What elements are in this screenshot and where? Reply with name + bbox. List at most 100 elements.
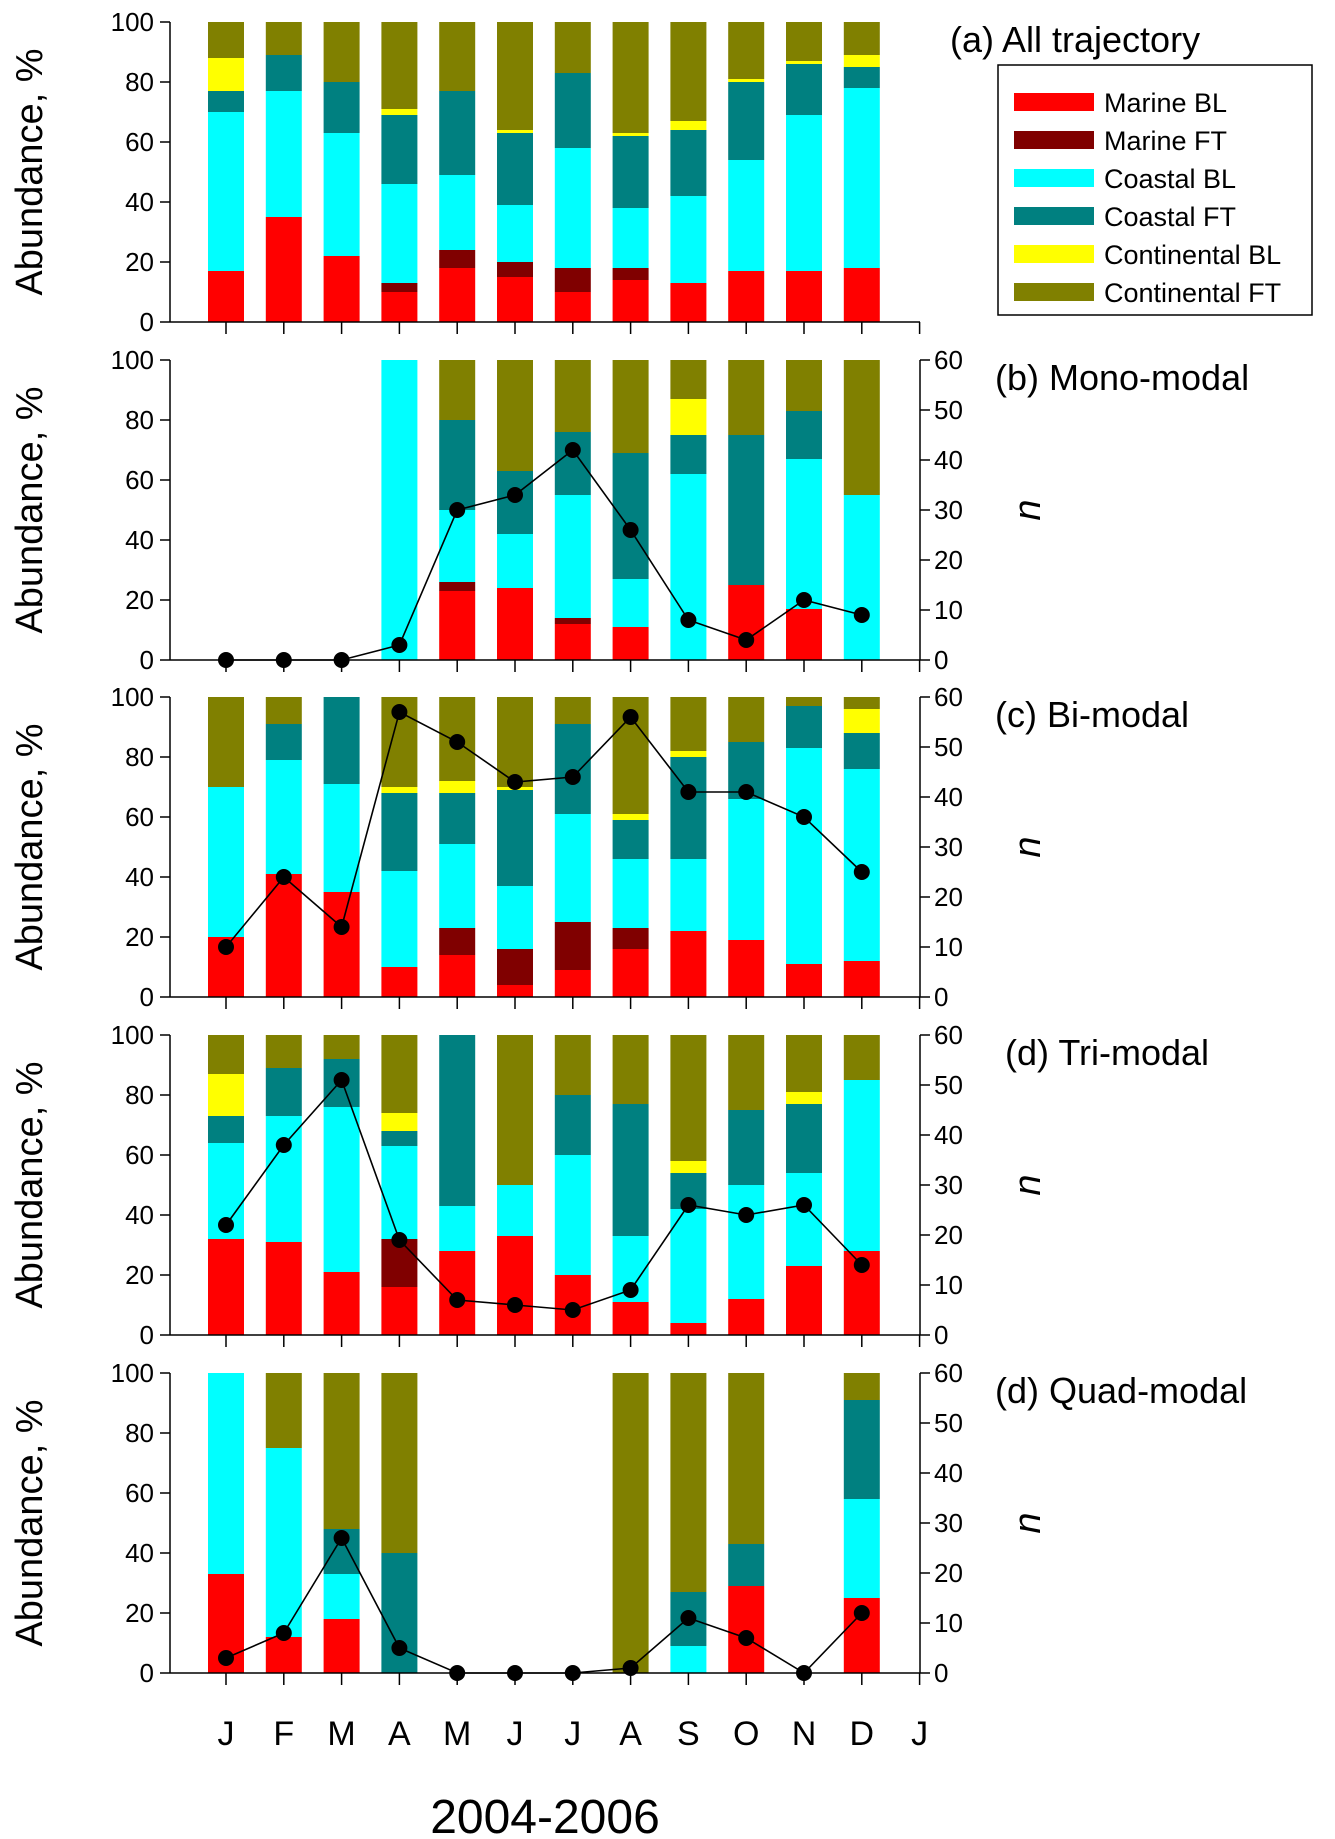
bar-continental-ft-2 [323,1035,360,1059]
y-axis-label: Abundance, % [9,1061,51,1308]
bar-coastal-ft-0 [208,91,244,112]
y-axis-label: Abundance, % [9,48,51,295]
bar-coastal-bl-10 [786,748,822,964]
n-marker-9 [738,1207,755,1223]
bar-coastal-bl-10 [786,115,822,271]
x-tick-label-11: D [850,1715,875,1753]
bar-continental-ft-6 [554,22,591,73]
bar-coastal-ft-1 [265,1068,302,1116]
bar-coastal-bl-8 [670,474,707,660]
n-line [225,710,863,948]
bar-coastal-ft-4 [439,1035,476,1206]
y2-axis-label: n [1007,1512,1049,1533]
bar-continental-ft-3 [381,1373,418,1553]
bar-continental-ft-7 [612,1035,649,1104]
bar-continental-bl-4 [439,781,476,793]
bar-marine-bl-3 [381,292,418,322]
bar-coastal-bl-11 [843,88,880,268]
n-marker-5 [507,1665,523,1681]
x-tick-label-7: A [619,1715,642,1753]
bar-marine-bl-7 [612,1302,649,1335]
bar-continental-ft-10 [786,1035,822,1092]
bar-continental-ft-5 [497,22,533,130]
n-marker-1 [275,1137,292,1153]
y-tick-label: 60 [125,802,154,832]
y-axis-label: Abundance, % [9,386,51,633]
bar-coastal-ft-7 [612,453,649,579]
panel-3: 0 20 40 60 80 100 Abundance, % 0 10 20 30 40 50 60 n (d… [9,1020,1209,1350]
legend-swatch-continental-ft [1014,283,1094,301]
y-tick-label: 80 [125,1080,154,1110]
bar-continental-ft-7 [612,1373,649,1673]
y-tick-label: 80 [125,405,154,435]
y-tick-label: 0 [140,1320,154,1350]
bar-coastal-ft-11 [843,733,880,769]
bar-continental-ft-11 [843,697,880,709]
n-line [226,448,863,661]
bar-coastal-bl-10 [786,459,822,609]
bar-marine-ft-6 [554,268,591,292]
bar-continental-bl-8 [670,751,707,757]
bar-coastal-bl-4 [439,175,476,250]
y2-tick-label: 30 [934,1508,963,1538]
bar-coastal-bl-3 [381,360,418,660]
bar-coastal-bl-1 [265,1116,302,1242]
bar-coastal-ft-10 [786,64,822,115]
bar-coastal-bl-6 [554,148,591,268]
y2-tick-label: 40 [934,1120,963,1150]
y-tick-label: 40 [125,1200,154,1230]
bar-coastal-ft-11 [843,67,880,88]
bar-marine-bl-2 [323,1272,360,1335]
bar-coastal-ft-4 [439,793,476,844]
panel-title: (c) Bi-modal [995,694,1189,735]
y-tick-label: 0 [140,645,154,675]
bar-continental-bl-11 [843,55,880,67]
n-marker-8 [680,1197,697,1213]
bar-coastal-ft-6 [554,1095,591,1155]
y2-tick-label: 50 [934,395,963,425]
bar-marine-bl-1 [265,874,302,997]
bar-continental-bl-10 [786,61,822,64]
bar-coastal-ft-8 [670,757,707,859]
bar-marine-bl-2 [323,1619,360,1673]
n-marker-11 [853,1257,870,1273]
bar-continental-ft-11 [843,1035,880,1080]
n-marker-10 [796,1665,812,1681]
y-axis-label: Abundance, % [9,723,51,970]
bar-continental-ft-8 [670,1035,707,1161]
panel-title: (b) Mono-modal [995,357,1249,398]
bar-marine-ft-4 [439,250,476,268]
bar-continental-bl-9 [728,79,765,82]
bar-coastal-ft-10 [786,706,822,748]
bar-coastal-bl-4 [439,510,476,582]
bar-coastal-ft-3 [381,115,418,184]
bar-marine-ft-6 [554,922,591,970]
bar-marine-bl-11 [843,268,880,322]
x-tick-label-2: M [327,1715,355,1753]
bar-coastal-ft-7 [612,820,649,859]
y2-tick-label: 30 [934,832,963,862]
y-tick-label: 20 [125,1260,154,1290]
panel-title: (d) Tri-modal [1005,1032,1209,1073]
y-tick-label: 20 [125,247,154,277]
bar-marine-bl-5 [497,277,533,322]
n-marker-6 [564,1665,581,1681]
legend-label-coastal-bl: Coastal BL [1104,164,1236,194]
bar-coastal-bl-6 [554,1155,591,1275]
bar-marine-bl-10 [786,964,822,997]
y2-tick-label: 10 [934,1270,963,1300]
y2-tick-label: 0 [934,645,948,675]
bar-continental-ft-0 [208,22,244,58]
bar-marine-bl-6 [554,970,591,997]
bar-coastal-bl-8 [670,859,707,931]
bar-coastal-bl-8 [670,1646,707,1673]
y-tick-label: 100 [111,682,154,712]
panel-2: 0 20 40 60 80 100 Abundance, % 0 10 20 30 40 50 60 n (c… [9,682,1189,1012]
y-tick-label: 60 [125,127,154,157]
bar-coastal-bl-5 [497,886,533,949]
x-tick-label-4: M [443,1715,471,1753]
bar-coastal-ft-11 [843,1400,880,1499]
bar-coastal-bl-2 [323,1574,360,1619]
